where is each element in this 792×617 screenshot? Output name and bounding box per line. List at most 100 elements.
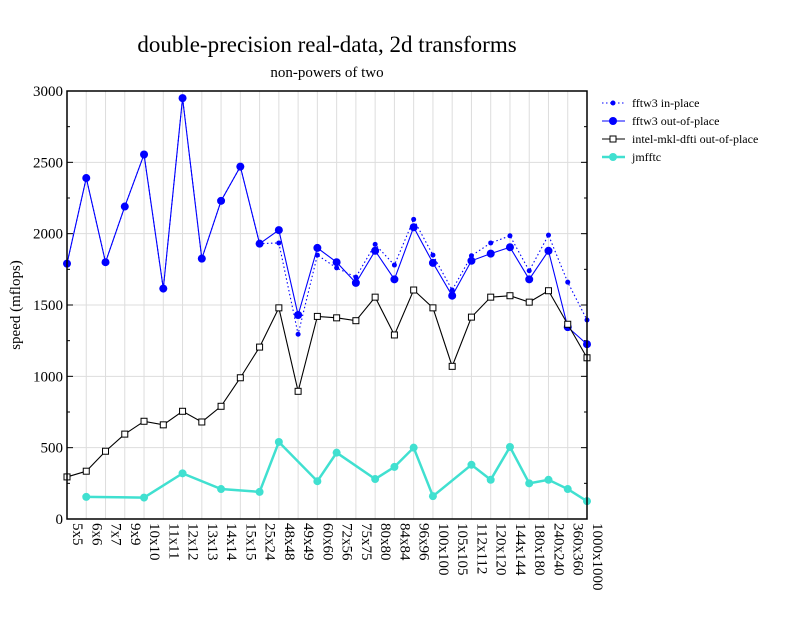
series-line	[66, 98, 588, 345]
data-point-square	[275, 304, 283, 312]
x-tick-label: 80x80	[377, 523, 393, 561]
legend-entry: intel-mkl-dfti out-of-place	[602, 132, 758, 146]
data-point	[274, 226, 283, 235]
data-point-square	[179, 407, 187, 415]
data-point	[353, 274, 359, 280]
x-tick-label: 1000x1000	[589, 523, 605, 591]
data-point-square	[256, 343, 264, 351]
data-point	[120, 202, 129, 211]
x-tick-label: 120x120	[493, 523, 509, 576]
legend-label: intel-mkl-dfti out-of-place	[632, 132, 758, 146]
series-jmfftc	[82, 437, 591, 506]
data-point	[334, 265, 340, 271]
data-point	[411, 216, 417, 222]
data-point	[178, 94, 187, 103]
legend-entry: jmfftc	[602, 150, 661, 164]
y-axis-label: speed (mflops)	[8, 260, 24, 350]
data-point-square	[609, 135, 617, 143]
data-point	[82, 492, 91, 501]
x-tick-label: 84x84	[396, 523, 412, 561]
x-tick-label: 240x240	[550, 523, 566, 576]
data-point-square	[410, 286, 418, 294]
data-point	[159, 284, 168, 293]
data-point-square	[429, 304, 437, 312]
data-point	[351, 278, 360, 287]
data-point-square	[333, 314, 341, 322]
y-tick-label: 3000	[33, 84, 63, 100]
data-point-square	[371, 293, 379, 301]
data-point	[544, 246, 553, 255]
data-point-square	[121, 430, 129, 438]
data-point-square	[159, 421, 167, 429]
x-tick-label: 105x105	[454, 523, 470, 576]
data-point	[217, 485, 226, 494]
y-tick-label: 1500	[33, 298, 63, 314]
data-point	[409, 443, 418, 452]
axis-ticks: 5x5 6x6 7x7 9x9 10x10 11x11 12x12 13x13 14x14 15x…	[33, 84, 605, 591]
x-tick-label: 144x144	[512, 523, 528, 576]
data-point	[140, 150, 149, 159]
legend-entry: fftw3 in-place	[602, 96, 699, 110]
data-point	[526, 268, 532, 274]
data-point-square	[564, 320, 572, 328]
data-point	[430, 252, 436, 258]
data-point	[390, 462, 399, 471]
data-point-square	[448, 362, 456, 370]
series-fftw3-out-of-place	[63, 94, 591, 349]
data-point	[488, 240, 494, 246]
data-point	[544, 475, 553, 484]
data-point	[178, 469, 187, 478]
data-point	[505, 243, 514, 252]
legend: fftw3 in-place fftw3 out-of-place intel-mk…	[602, 96, 758, 164]
data-point	[390, 275, 399, 284]
data-point	[609, 117, 617, 125]
data-point	[545, 232, 551, 238]
data-point	[294, 310, 303, 319]
data-point	[525, 479, 534, 488]
data-point-square	[352, 317, 360, 325]
data-point	[565, 279, 571, 285]
data-point-square	[544, 287, 552, 295]
x-tick-label: 14x14	[223, 523, 239, 561]
x-tick-label: 13x13	[204, 523, 220, 561]
x-tick-label: 180x180	[531, 523, 547, 576]
x-tick-label: 96x96	[416, 523, 432, 561]
data-point	[255, 487, 264, 496]
data-point	[372, 241, 378, 247]
legend-label: fftw3 in-place	[632, 96, 699, 110]
x-tick-label: 60x60	[319, 523, 335, 561]
y-tick-label: 2000	[33, 227, 63, 243]
series-line	[66, 289, 588, 478]
data-point	[140, 493, 149, 502]
data-point-square	[140, 417, 148, 425]
data-point	[332, 258, 341, 267]
y-tick-label: 0	[56, 512, 64, 528]
x-tick-label: 112x112	[473, 523, 489, 574]
x-tick-label: 10x10	[146, 523, 162, 561]
chart-title: double-precision real-data, 2d transform…	[137, 32, 516, 57]
data-point	[371, 246, 380, 255]
x-tick-label: 12x12	[185, 523, 201, 561]
data-point	[236, 162, 245, 171]
y-tick-label: 2500	[33, 155, 63, 171]
data-point-square	[506, 292, 514, 300]
series-fftw3-in-place	[64, 95, 590, 337]
data-point	[449, 287, 455, 293]
data-point-square	[102, 447, 110, 455]
data-point	[371, 475, 380, 484]
legend-label: jmfftc	[631, 150, 661, 164]
data-point-square	[390, 331, 398, 339]
data-point-square	[82, 467, 90, 475]
data-point-square	[236, 374, 244, 382]
x-tick-label: 360x360	[570, 523, 586, 576]
series-intel-mkl-dfti-out-of-place	[63, 286, 591, 481]
data-point	[448, 291, 457, 300]
legend-entry: fftw3 out-of-place	[602, 114, 719, 128]
data-point	[525, 275, 534, 284]
data-point	[486, 475, 495, 484]
plot-frame	[66, 90, 588, 520]
legend-label: fftw3 out-of-place	[632, 114, 719, 128]
data-point	[274, 437, 283, 446]
